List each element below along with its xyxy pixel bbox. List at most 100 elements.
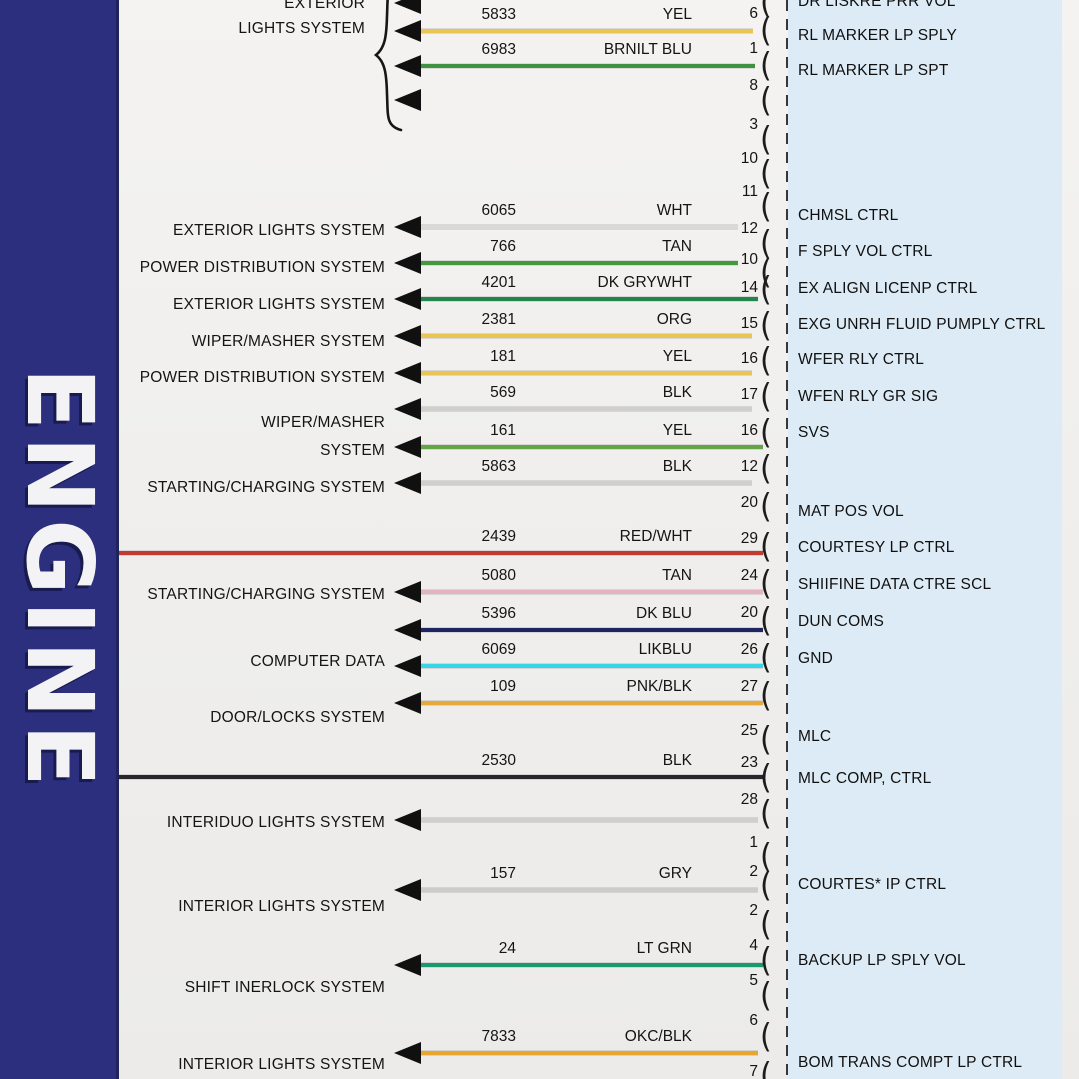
pin-number: 20: [740, 604, 758, 621]
wire-color-code: YEL: [662, 6, 692, 23]
connector-dashed-line: [786, 0, 788, 1079]
pin-terminal-icon: (: [760, 527, 772, 566]
pin-terminal-icon: (: [760, 306, 772, 345]
circuit-label: COURTES* IP CTRL: [798, 876, 947, 893]
pin-number: 2: [749, 863, 758, 880]
wire-line: [119, 775, 763, 779]
wire-number: 569: [490, 384, 516, 401]
wire-line: [418, 481, 752, 485]
wire-color-code: BLK: [662, 458, 692, 475]
circuit-label: F SPLY VOL CTRL: [798, 243, 933, 260]
circuit-label: RL MARKER LP SPT: [798, 62, 949, 79]
wire-line: [418, 818, 758, 822]
pin-terminal-icon: (: [760, 253, 772, 292]
system-label: WIPER/MASHER SYSTEM: [191, 333, 385, 350]
wire-number: 157: [490, 865, 516, 882]
pin-number: 6: [749, 5, 758, 22]
pin-terminal-icon: (: [760, 377, 772, 416]
pin-terminal-icon: (: [760, 1056, 772, 1079]
wire-color-code: ORG: [656, 311, 692, 328]
circuit-label: COURTESY LP CTRL: [798, 539, 955, 556]
pin-terminal-icon: (: [760, 81, 772, 120]
pin-terminal-icon: (: [760, 676, 772, 715]
circuit-label: WFEN RLY GR SIG: [798, 388, 939, 405]
pin-terminal-icon: (: [760, 120, 772, 159]
wire-number: 4201: [481, 274, 516, 291]
pin-number: 3: [749, 116, 758, 133]
wire-arrow-icon: [394, 954, 421, 976]
pin-terminal-icon: (: [760, 341, 772, 380]
pin-number: 17: [740, 386, 758, 403]
wire-line: [418, 371, 752, 375]
wire-line: [418, 29, 753, 33]
wire-arrow-icon: [394, 879, 421, 901]
circuit-label: DUN COMS: [798, 613, 884, 630]
system-label: POWER DISTRIBUTION SYSTEM: [139, 259, 385, 276]
circuit-label: BACKUP LP SPLY VOL: [798, 952, 966, 969]
wire-number: 6069: [481, 641, 516, 658]
wire-arrow-icon: [394, 252, 421, 274]
pin-terminal-icon: (: [760, 187, 772, 226]
pin-terminal-icon: (: [760, 413, 772, 452]
page-title: ENGINE: [6, 367, 113, 793]
pin-terminal-icon: (: [760, 270, 772, 309]
pin-terminal-icon: (: [760, 866, 772, 905]
pin-number: 25: [740, 722, 758, 739]
wire-color-code: BRNILT BLU: [603, 41, 692, 58]
system-label: INTERIDUO LIGHTS SYSTEM: [166, 814, 385, 831]
circuit-label: MLC COMP, CTRL: [798, 770, 932, 787]
wire-arrow-icon: [394, 0, 421, 14]
wire-arrow-icon: [394, 398, 421, 420]
pin-number: 7: [749, 1063, 758, 1079]
system-label: DOOR/LOCKS SYSTEM: [210, 709, 385, 726]
circuit-label: GND: [798, 650, 834, 667]
pin-number: 15: [740, 315, 758, 332]
system-label: STARTING/CHARGING SYSTEM: [147, 586, 385, 603]
pin-number: 24: [740, 567, 758, 584]
wire-line: [418, 590, 763, 594]
wire-arrow-icon: [394, 809, 421, 831]
wire-color-code: TAN: [662, 567, 692, 584]
system-label: INTERIOR LIGHTS SYSTEM: [178, 1056, 385, 1073]
pin-terminal-icon: (: [760, 720, 772, 759]
wire-line: [418, 628, 763, 632]
wire-arrow-icon: [394, 20, 421, 42]
wire-line: [418, 445, 763, 449]
pin-number: 23: [740, 754, 758, 771]
wire-color-code: PNK/BLK: [626, 678, 692, 695]
wire-number: 161: [490, 422, 516, 439]
pin-terminal-icon: (: [760, 564, 772, 603]
system-label: LIGHTS SYSTEM: [238, 20, 365, 37]
pin-number: 16: [740, 422, 758, 439]
pin-terminal-icon: (: [760, 601, 772, 640]
wire-line: [119, 551, 763, 555]
pin-terminal-icon: (: [760, 1017, 772, 1056]
circuit-label: BOM TRANS COMPT LP CTRL: [798, 1054, 1023, 1071]
pin-terminal-icon: (: [760, 837, 772, 876]
pin-number: 12: [740, 458, 758, 475]
pin-number: 12: [740, 220, 758, 237]
pin-number: 2: [749, 902, 758, 919]
wire-number: 5396: [481, 605, 516, 622]
wire-line: [418, 888, 758, 892]
wire-color-code: BLK: [662, 752, 692, 769]
wire-line: [418, 261, 738, 265]
wire-number: 5863: [481, 458, 516, 475]
wire-number: 6983: [481, 41, 516, 58]
wire-arrow-icon: [394, 325, 421, 347]
wire-number: 2439: [481, 528, 516, 545]
wire-color-code: DK BLU: [636, 605, 692, 622]
pin-number: 20: [740, 494, 758, 511]
wire-line: [418, 297, 758, 301]
system-label: COMPUTER DATA: [250, 653, 385, 670]
circuit-label: MLC: [798, 728, 832, 745]
pin-terminal-icon: (: [760, 794, 772, 833]
pin-number: 26: [740, 641, 758, 658]
wire-color-code: RED/WHT: [619, 528, 692, 545]
wire-color-code: BLK: [662, 384, 692, 401]
wire-arrow-icon: [394, 619, 421, 641]
pin-terminal-icon: (: [760, 224, 772, 263]
system-label: EXTERIOR: [284, 0, 365, 12]
wire-line: [418, 701, 763, 705]
system-label: WIPER/MASHER: [261, 414, 385, 431]
